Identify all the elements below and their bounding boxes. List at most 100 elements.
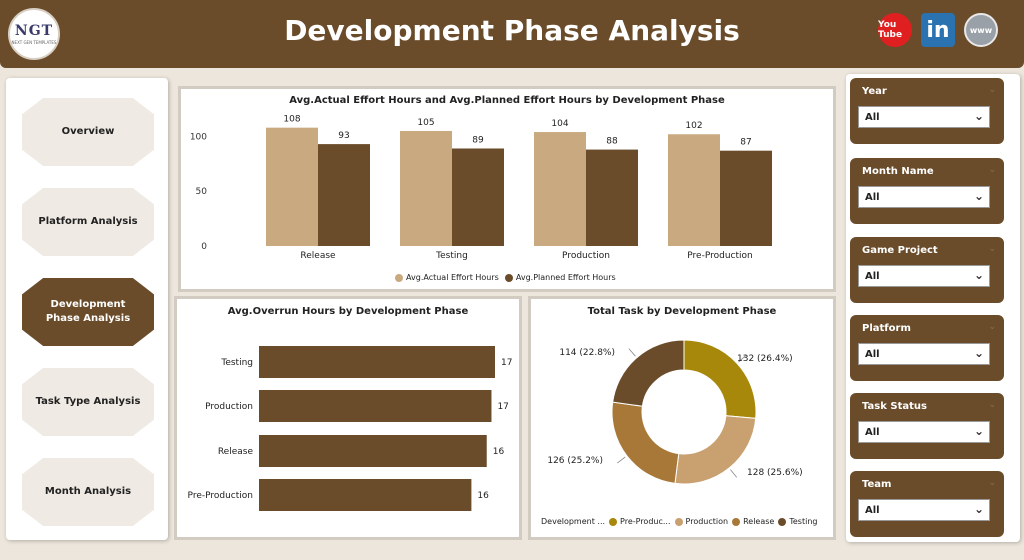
bar-actual-production bbox=[534, 132, 586, 246]
x-tick-label: Pre-Production bbox=[687, 251, 752, 261]
logo-text: NGT bbox=[14, 23, 54, 39]
nav-month-analysis-button[interactable]: Month Analysis bbox=[22, 458, 154, 526]
nav-label: Development Phase Analysis bbox=[45, 299, 131, 324]
data-label: 128 (25.6%) bbox=[747, 468, 803, 478]
page-title: Development Phase Analysis bbox=[284, 14, 740, 47]
nav-platform-analysis-button[interactable]: Platform Analysis bbox=[22, 188, 154, 256]
nav-task-type-analysis-button[interactable]: Task Type Analysis bbox=[22, 368, 154, 436]
data-label: 104 bbox=[551, 119, 568, 129]
team-dropdown[interactable]: All ⌄ bbox=[858, 499, 990, 521]
chart-title: Total Task by Development Phase bbox=[587, 306, 777, 317]
effort-hours-chart-panel: Avg.Actual Effort Hours and Avg.Planned … bbox=[178, 86, 836, 292]
y-tick-label: Production bbox=[205, 402, 253, 412]
dropdown-value: All bbox=[865, 505, 880, 516]
filter-game-project: Game Project ⌄ All ⌄ bbox=[850, 237, 1004, 303]
data-label: 16 bbox=[493, 447, 505, 457]
leader-line bbox=[730, 469, 738, 478]
overrun-hours-chart: Testing 17 Production 17 Release 16 Pre-Produc… bbox=[188, 346, 512, 511]
data-label: 16 bbox=[477, 491, 489, 501]
filter-team: Team ⌄ All ⌄ bbox=[850, 471, 1004, 537]
legend-label: Production bbox=[685, 517, 729, 526]
clear-filter-icon[interactable]: ⌄ bbox=[988, 85, 996, 95]
chart-title: Avg.Overrun Hours by Development Phase bbox=[227, 306, 469, 317]
clear-filter-icon[interactable]: ⌄ bbox=[988, 478, 996, 488]
chevron-down-icon: ⌄ bbox=[973, 424, 984, 438]
youtube-label: You Tube bbox=[878, 20, 903, 40]
bar-planned-pre-production bbox=[720, 150, 772, 246]
dropdown-value: All bbox=[865, 427, 880, 438]
legend-dot bbox=[504, 273, 513, 282]
youtube-icon[interactable]: You Tube bbox=[878, 13, 912, 47]
leader-line bbox=[628, 348, 636, 357]
filter-label: Team bbox=[862, 479, 892, 490]
clear-filter-icon[interactable]: ⌄ bbox=[988, 400, 996, 410]
linkedin-icon[interactable]: in bbox=[921, 13, 955, 47]
chevron-down-icon: ⌄ bbox=[973, 268, 984, 282]
dropdown-value: All bbox=[865, 192, 880, 203]
game-project-dropdown[interactable]: All ⌄ bbox=[858, 265, 990, 287]
data-label: 108 bbox=[283, 115, 300, 125]
platform-dropdown[interactable]: All ⌄ bbox=[858, 343, 990, 365]
filter-platform: Platform ⌄ All ⌄ bbox=[850, 315, 1004, 381]
nav-label: Task Type Analysis bbox=[35, 396, 141, 407]
dropdown-value: All bbox=[865, 112, 880, 123]
bar-planned-release bbox=[318, 144, 370, 246]
nav-overview-button[interactable]: Overview bbox=[22, 98, 154, 166]
chevron-down-icon: ⌄ bbox=[973, 109, 984, 123]
data-label: 17 bbox=[497, 402, 508, 412]
filter-year: Year ⌄ All ⌄ bbox=[850, 78, 1004, 144]
month-name-dropdown[interactable]: All ⌄ bbox=[858, 186, 990, 208]
bar-planned-testing bbox=[452, 148, 504, 246]
nav-development-phase-analysis-button[interactable]: Development Phase Analysis bbox=[22, 278, 154, 346]
company-logo[interactable]: NGT NEXT GEN TEMPLATES bbox=[8, 8, 60, 60]
nav-label: Platform Analysis bbox=[38, 216, 138, 227]
bar-planned-production bbox=[586, 149, 638, 246]
linkedin-label: in bbox=[926, 17, 950, 43]
logo-subtext: NEXT GEN TEMPLATES bbox=[11, 40, 57, 45]
legend-dot bbox=[732, 517, 741, 526]
bar-production bbox=[259, 390, 492, 422]
effort-hours-chart: 100 50 0 108 93 Release 105 89 Testing 104 88 Produ… bbox=[190, 115, 772, 261]
task-status-dropdown[interactable]: All ⌄ bbox=[858, 421, 990, 443]
clear-filter-icon[interactable]: ⌄ bbox=[988, 244, 996, 254]
website-globe-icon[interactable]: www bbox=[964, 13, 998, 47]
year-dropdown[interactable]: All ⌄ bbox=[858, 106, 990, 128]
www-label: www bbox=[969, 25, 993, 35]
filter-month-name: Month Name ⌄ All ⌄ bbox=[850, 158, 1004, 224]
filter-label: Year bbox=[862, 86, 887, 97]
x-tick-label: Testing bbox=[435, 251, 468, 261]
clear-filter-icon[interactable]: ⌄ bbox=[988, 165, 996, 175]
bar-release bbox=[259, 435, 487, 467]
filter-label: Platform bbox=[862, 323, 911, 334]
total-task-donut-chart: 132 (26.4%) 128 (25.6%) 126 (25.2%) 114 (22… bbox=[547, 339, 803, 485]
data-label: 93 bbox=[338, 131, 349, 141]
data-label: 105 bbox=[417, 118, 434, 128]
data-label: 88 bbox=[606, 137, 618, 147]
legend-dot bbox=[395, 273, 403, 282]
legend-label: Testing bbox=[789, 517, 818, 526]
data-label: 87 bbox=[740, 138, 751, 148]
data-label: 132 (26.4%) bbox=[737, 354, 793, 364]
legend-label: Release bbox=[743, 517, 775, 526]
bar-pre-production bbox=[259, 479, 472, 511]
header-bar: NGT NEXT GEN TEMPLATES Development Phase… bbox=[0, 0, 1024, 68]
x-tick-label: Release bbox=[300, 251, 336, 261]
chevron-down-icon: ⌄ bbox=[973, 502, 984, 516]
leader-line bbox=[738, 354, 747, 363]
data-label: 102 bbox=[685, 121, 702, 131]
filter-label: Month Name bbox=[862, 166, 934, 177]
bar-actual-pre-production bbox=[668, 134, 720, 246]
y-tick-label: 50 bbox=[196, 187, 208, 197]
data-label: 89 bbox=[472, 135, 484, 145]
legend-label: Avg.Planned Effort Hours bbox=[515, 273, 616, 282]
clear-filter-icon[interactable]: ⌄ bbox=[988, 322, 996, 332]
data-label: 114 (22.8%) bbox=[559, 348, 615, 358]
donut-slice-production bbox=[674, 415, 757, 485]
filter-task-status: Task Status ⌄ All ⌄ bbox=[850, 393, 1004, 459]
navigation-sidebar: Overview Platform Analysis Development P… bbox=[6, 78, 168, 540]
x-tick-label: Production bbox=[562, 251, 610, 261]
filter-label: Task Status bbox=[862, 401, 927, 412]
legend-dot bbox=[609, 517, 618, 526]
total-task-chart-panel: Total Task by Development Phase 132 (26.… bbox=[528, 296, 836, 540]
chevron-down-icon: ⌄ bbox=[973, 346, 984, 360]
